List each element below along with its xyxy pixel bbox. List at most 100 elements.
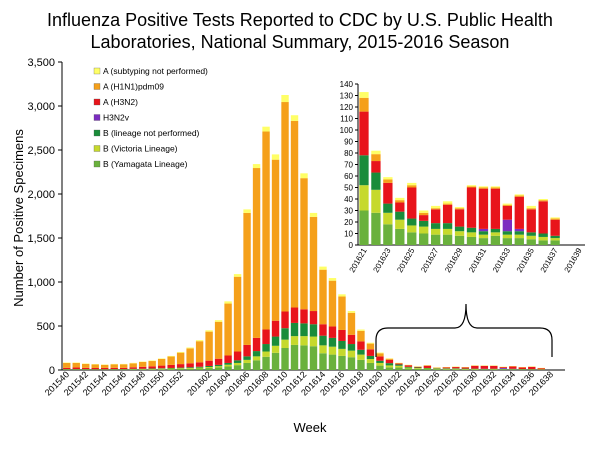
- bar-segment: [129, 363, 137, 368]
- bar-segment: [423, 369, 432, 370]
- inset-x-tick-label: 201629: [443, 246, 464, 274]
- legend-swatch: [93, 114, 101, 121]
- inset-bar-segment: [478, 231, 489, 235]
- bar-segment: [72, 367, 80, 370]
- inset-bar-segment: [407, 218, 417, 226]
- inset-bar-segment: [419, 210, 429, 213]
- bar-segment: [186, 367, 194, 369]
- bar-segment: [205, 360, 213, 366]
- inset-bar-segment: [478, 186, 489, 188]
- inset-bar-segment: [514, 238, 524, 245]
- inset-bar-segment: [502, 219, 513, 232]
- inset-bar-segment: [359, 111, 369, 156]
- bar-segment: [338, 329, 346, 341]
- bar-segment: [376, 353, 384, 357]
- bar-segment: [214, 320, 223, 322]
- bar-segment: [195, 366, 204, 368]
- inset-bar-segment: [502, 238, 513, 245]
- bar-segment: [91, 367, 99, 370]
- bar-segment: [414, 368, 422, 369]
- y-tick-label: 1,000: [27, 277, 55, 289]
- inset-bar-segment: [490, 187, 501, 189]
- bar-segment: [357, 341, 365, 350]
- bar-segment: [195, 367, 204, 369]
- inset-bar-segment: [550, 235, 560, 239]
- bar-segment: [395, 363, 403, 364]
- inset-bar-segment: [430, 205, 441, 209]
- inset-bar-segment: [550, 219, 560, 236]
- inset-bar-segment: [442, 223, 453, 229]
- legend-label: A (subtyping not performed): [103, 66, 208, 76]
- bar-segment: [271, 336, 280, 346]
- inset-bar-segment: [538, 236, 548, 241]
- bar-segment: [224, 303, 232, 356]
- bar-segment: [309, 311, 318, 325]
- bar-segment: [395, 367, 403, 370]
- bar-segment: [461, 367, 470, 369]
- inset-bar-segment: [526, 235, 536, 240]
- inset-bar-segment: [502, 234, 513, 239]
- bar-segment: [195, 368, 204, 370]
- bar-segment: [309, 336, 318, 347]
- inset-y-tick-label: 70: [344, 161, 353, 170]
- bar-segment: [395, 365, 403, 368]
- inset-bar-segment: [550, 238, 560, 241]
- legend-swatch: [93, 129, 101, 137]
- inset-bar-segment: [419, 212, 429, 216]
- bar-segment: [309, 324, 318, 337]
- inset-bar-segment: [490, 232, 501, 236]
- main-bars: [63, 95, 545, 370]
- bar-segment: [243, 212, 251, 345]
- inset-bar-segment: [442, 203, 453, 205]
- inset-bar-segment: [478, 188, 489, 229]
- bar-segment: [205, 368, 213, 370]
- inset-bar-segment: [383, 203, 393, 213]
- inset-bar-segment: [514, 231, 524, 235]
- inset-x-tick-label: 201633: [491, 246, 512, 274]
- bar-segment: [290, 322, 299, 337]
- bar-segment: [338, 294, 346, 297]
- bar-segment: [518, 367, 526, 370]
- bar-segment: [252, 164, 261, 169]
- bar-segment: [376, 365, 384, 370]
- inset-bar-segment: [430, 234, 441, 245]
- inset-x-tick-label: 201625: [395, 246, 416, 274]
- bar-segment: [195, 341, 204, 363]
- bar-segment: [205, 330, 213, 332]
- inset-bar-segment: [359, 92, 369, 98]
- bar-segment: [262, 329, 270, 345]
- bar-segment: [214, 321, 223, 359]
- bar-segment: [452, 369, 460, 370]
- legend-label: B (lineage not performed): [103, 128, 200, 138]
- inset-bar-segment: [454, 207, 465, 209]
- inset-bar-segment: [407, 232, 417, 245]
- inset-bar-segment: [550, 240, 560, 245]
- inset-bar-segment: [359, 210, 369, 245]
- bar-segment: [224, 362, 232, 365]
- bar-segment: [176, 352, 185, 365]
- inset-bar-segment: [478, 228, 489, 232]
- bar-segment: [110, 367, 118, 370]
- bar-segment: [366, 362, 375, 370]
- bar-segment: [252, 351, 261, 357]
- bar-segment: [167, 364, 175, 368]
- bar-segment: [214, 367, 223, 370]
- bar-segment: [281, 95, 289, 103]
- inset-bar-segment: [454, 235, 465, 245]
- bar-segment: [119, 367, 128, 370]
- bar-segment: [404, 368, 413, 370]
- legend: A (subtyping not performed) A (H1N1)pdm09…: [93, 66, 208, 169]
- inset-x-tick-label: 201621: [348, 246, 369, 274]
- bar-segment: [376, 360, 384, 363]
- bar-segment: [186, 347, 194, 349]
- bar-segment: [82, 367, 90, 370]
- inset-bar-segment: [466, 236, 477, 245]
- bar-segment: [186, 363, 194, 368]
- bar-segment: [376, 362, 384, 366]
- inset-bar-segment: [514, 196, 524, 229]
- inset-bar-segment: [538, 199, 548, 201]
- inset-bar-segment: [371, 154, 381, 162]
- bar-segment: [433, 369, 441, 370]
- bar-segment: [148, 360, 156, 362]
- bar-segment: [423, 368, 432, 370]
